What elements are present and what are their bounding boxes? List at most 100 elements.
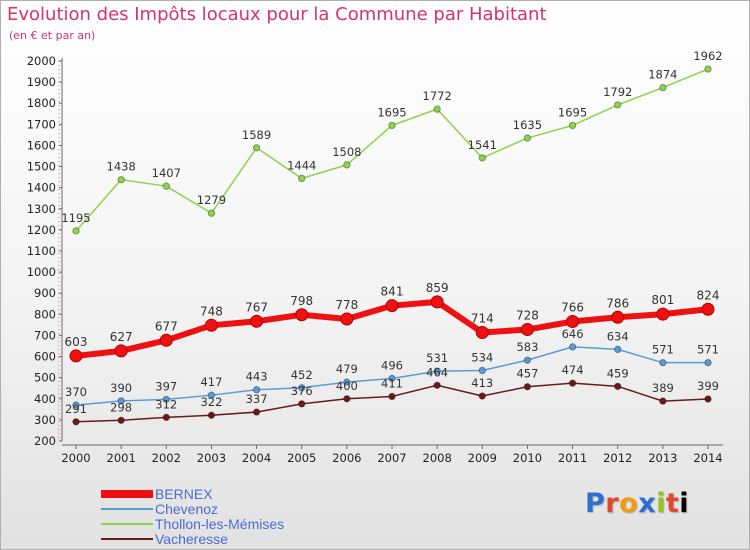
data-label: 1792 [603, 85, 632, 99]
data-label: 728 [516, 309, 539, 323]
data-point [523, 134, 532, 142]
data-point [72, 227, 80, 235]
data-point [520, 323, 534, 337]
data-label: 496 [381, 359, 403, 373]
x-tick-label: 2006 [332, 451, 361, 465]
data-point [117, 175, 125, 184]
legend-label: BERNEX [155, 486, 213, 502]
data-label: 824 [697, 288, 720, 302]
x-tick-label: 2012 [603, 451, 632, 465]
data-point [207, 411, 216, 419]
y-tick-label: 400 [34, 392, 56, 406]
data-point [207, 209, 216, 217]
data-point [388, 121, 396, 130]
data-point [704, 395, 712, 403]
data-label: 411 [381, 376, 403, 390]
legend-swatch [101, 490, 153, 498]
y-tick-label: 1000 [27, 265, 56, 279]
data-label: 801 [651, 293, 674, 307]
data-point [72, 418, 80, 426]
data-label: 1635 [513, 118, 542, 132]
data-label: 291 [65, 402, 87, 416]
x-tick-label: 2008 [423, 451, 452, 465]
data-label: 646 [562, 327, 584, 341]
data-labels: 603 627 677 748 767 798 778 841 859 714 728 766 786 8… [65, 281, 720, 349]
data-point [656, 307, 670, 321]
data-label: 413 [471, 376, 493, 390]
x-tick-label: 2007 [377, 451, 406, 465]
data-point [388, 374, 396, 383]
data-point [478, 154, 486, 162]
x-tick-label: 2011 [558, 451, 587, 465]
data-label: 399 [697, 379, 719, 393]
data-point [114, 344, 128, 358]
x-tick-label: 2001 [107, 451, 136, 465]
data-label: 370 [65, 385, 87, 399]
data-label: 1589 [242, 128, 271, 142]
data-label: 571 [697, 343, 719, 357]
data-label: 376 [291, 384, 313, 398]
data-point [343, 378, 351, 386]
data-point [207, 391, 216, 399]
data-label: 748 [200, 304, 223, 318]
data-point [250, 314, 264, 328]
data-point [659, 358, 667, 367]
data-point [298, 174, 306, 183]
data-point [568, 379, 577, 387]
x-tick-label: 2002 [152, 451, 181, 465]
y-tick-label: 700 [34, 328, 56, 342]
data-point [659, 83, 667, 92]
data-label: 583 [516, 340, 538, 354]
data-point [298, 400, 306, 408]
data-point [69, 349, 83, 363]
data-label: 1874 [648, 68, 677, 82]
x-tick-label: 2000 [61, 451, 90, 465]
data-label: 1195 [61, 211, 90, 225]
data-label: 464 [426, 365, 448, 379]
data-label: 603 [65, 335, 88, 349]
data-point [385, 299, 399, 313]
series-chevenoz [72, 343, 712, 409]
plot-area: 1195 1438 1407 1279 1589 1444 1508 1695 1772 1541… [61, 49, 723, 426]
data-point [568, 343, 577, 351]
data-label: 677 [155, 319, 178, 333]
data-point [568, 121, 577, 130]
legend-label: Vacheresse [155, 531, 228, 547]
data-label: 457 [516, 367, 538, 381]
y-tick-label: 800 [34, 307, 56, 321]
data-label: 389 [652, 381, 674, 395]
y-tick-label: 200 [34, 434, 56, 448]
data-point [659, 397, 667, 405]
data-label: 714 [471, 311, 494, 325]
data-point [343, 395, 351, 403]
y-tick-label: 1400 [27, 181, 56, 195]
data-point [433, 367, 441, 375]
data-label: 312 [155, 397, 177, 411]
y-tick-label: 1600 [27, 138, 56, 152]
data-label: 1695 [377, 105, 406, 119]
data-label: 397 [155, 379, 177, 393]
y-tick-label: 1900 [27, 75, 56, 89]
chart-subtitle: (en € et par an) [9, 29, 96, 42]
legend-label: Thollon-les-Mémises [155, 516, 285, 532]
chart-axes: 200 300 400 500 600 700 800 900 1000 1100 1200 1300… [27, 54, 723, 465]
data-label: 859 [426, 281, 449, 295]
data-label: 627 [110, 330, 133, 344]
y-tick-label: 300 [34, 413, 56, 427]
data-point [204, 318, 218, 332]
data-point [701, 302, 715, 316]
data-label: 767 [245, 300, 268, 314]
y-tick-label: 1100 [27, 244, 56, 258]
data-labels: 291 298 312 322 337 376 400 411 464 413 457 474 459 3… [65, 363, 719, 416]
data-label: 1279 [197, 193, 226, 207]
data-point [388, 392, 396, 401]
data-label: 534 [471, 350, 493, 364]
data-label: 474 [562, 363, 584, 377]
series-thollon-les-m-mises [72, 65, 712, 235]
data-label: 841 [381, 285, 404, 299]
data-point [117, 397, 125, 405]
data-label: 400 [336, 379, 358, 393]
data-label: 1695 [558, 105, 587, 119]
data-point [523, 383, 532, 391]
